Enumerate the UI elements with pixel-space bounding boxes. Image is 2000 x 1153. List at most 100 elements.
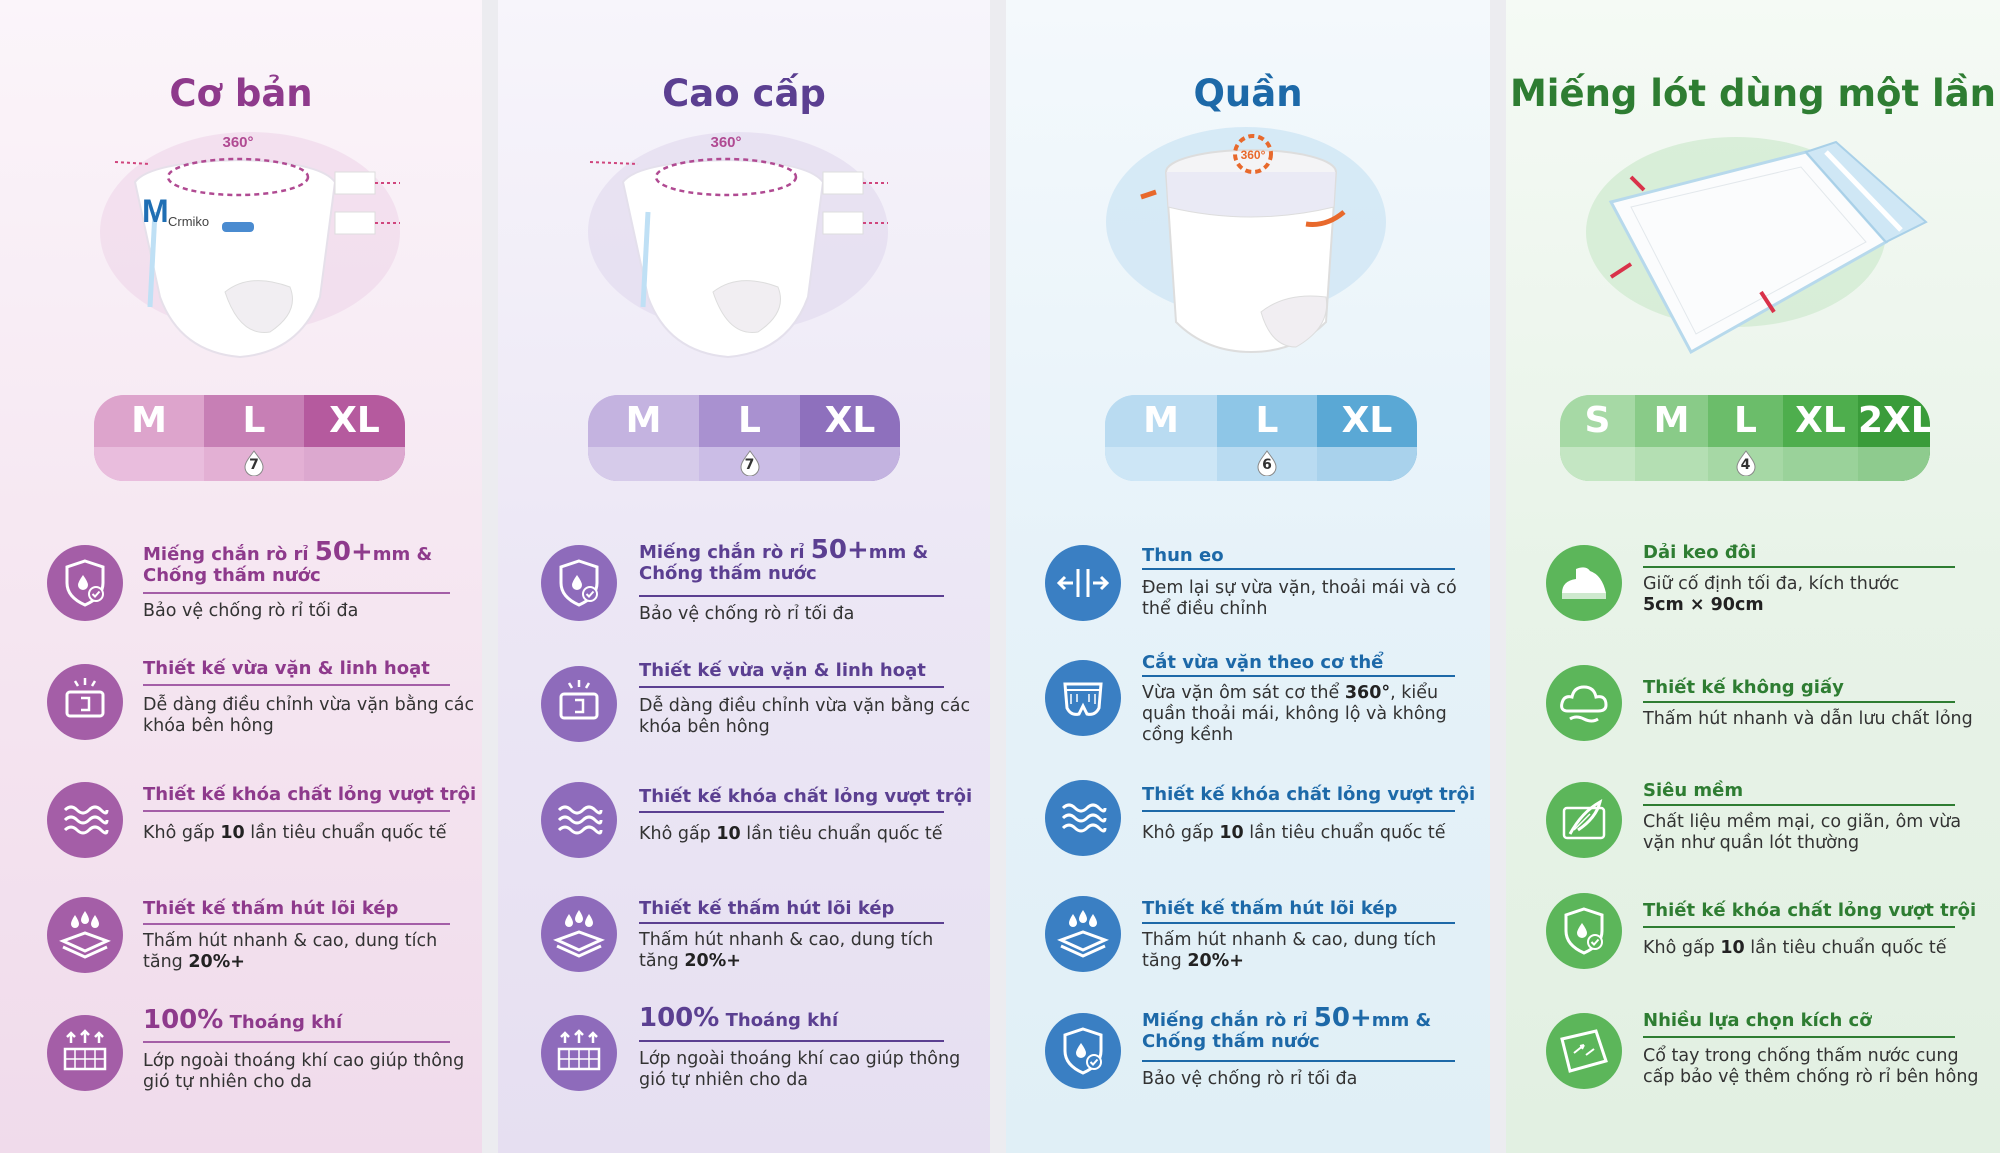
absorb-core-icon — [47, 897, 123, 973]
size-bar: M L 7 XL — [94, 395, 405, 481]
feature-title: Thiết kế không giấy — [1643, 677, 1844, 698]
feature-title: Thiết kế khóa chất lỏng vượt trội — [639, 786, 973, 807]
divider — [639, 686, 944, 688]
drop-icon: 7 — [242, 450, 266, 477]
stretch-waist-icon — [1045, 545, 1121, 621]
size-l: L 4 — [1708, 395, 1783, 481]
feature-title: Miếng chắn rò rỉ 50+mm & Chống thấm nước — [639, 535, 929, 584]
feature-title: 100% Thoáng khí — [639, 1003, 839, 1033]
panel-premium: Cao cấp 360° M L 7 XL Miếng chắn rò — [498, 0, 990, 1153]
drop-icon: 7 — [738, 450, 762, 477]
divider — [143, 592, 450, 594]
panel-disposable-pad: Miếng lót dùng một lần S M L 4 XL 2XL — [1506, 0, 2000, 1153]
brand-label: Crmiko — [168, 214, 209, 229]
feature-desc: Dễ dàng điều chỉnh vừa vặn bằng các khóa … — [639, 696, 971, 737]
feature-desc: Lớp ngoài thoáng khí cao giúp thông gió t… — [639, 1049, 961, 1090]
panel-title: Cao cấp — [662, 72, 826, 115]
divider — [639, 922, 944, 924]
feature-desc: Bảo vệ chống rò rỉ tối đa — [639, 604, 855, 624]
size-xl: XL — [1783, 395, 1858, 481]
cloud-icon — [1546, 665, 1622, 741]
pad-illustration — [1506, 112, 2000, 372]
breathable-icon — [541, 1015, 617, 1091]
drop-count: 4 — [1740, 457, 1751, 473]
feature-desc: Bảo vệ chống rò rỉ tối đa — [143, 601, 359, 621]
feature-desc: Vừa vặn ôm sát cơ thể 360°, kiểu quần tho… — [1142, 683, 1447, 745]
feature-title: Thiết kế khóa chất lỏng vượt trội — [143, 784, 477, 805]
size-2xl: 2XL — [1858, 395, 1930, 481]
divider — [1643, 926, 1955, 928]
panel-title: Miếng lót dùng một lần — [1509, 72, 1997, 115]
size-m: M — [588, 395, 699, 481]
drop-count: 7 — [744, 457, 755, 473]
feature-desc: Bảo vệ chống rò rỉ tối đa — [1142, 1069, 1358, 1089]
size-m: M — [1105, 395, 1217, 481]
feature-desc: Thấm hút nhanh & cao, dung tích tăng 20%+ — [143, 931, 438, 972]
divider — [1643, 1036, 1955, 1038]
360-label: 360° — [222, 134, 253, 151]
shield-drop-icon — [541, 545, 617, 621]
feature-desc: Khô gấp 10 lần tiêu chuẩn quốc tế — [639, 824, 943, 844]
svg-text:M: M — [142, 193, 169, 229]
waves-icon — [47, 782, 123, 858]
divider — [1142, 675, 1455, 677]
drop-icon: 6 — [1255, 450, 1279, 477]
feature-desc: Thấm hút nhanh & cao, dung tích tăng 20%+ — [1142, 930, 1437, 971]
adjust-tab-icon — [541, 666, 617, 742]
feature-desc: Lớp ngoài thoáng khí cao giúp thông gió t… — [143, 1051, 465, 1092]
feature-desc: Thấm hút nhanh và dẫn lưu chất lỏng — [1643, 709, 1973, 729]
divider — [639, 595, 944, 597]
panel-pants: Quần 360° M L 6 XL Thun eo Đem lại sự vừ — [1006, 0, 1490, 1153]
feature-desc: Cổ tay trong chống thấm nước cung cấp bảo… — [1643, 1046, 1979, 1087]
feature-title: Thiết kế vừa vặn & linh hoạt — [143, 658, 430, 679]
drop-count: 6 — [1262, 457, 1272, 473]
size-l: L 7 — [699, 395, 800, 481]
drop-icon: 4 — [1734, 450, 1758, 477]
diaper-illustration: 360° — [498, 112, 990, 372]
feature-title: Thiết kế thấm hút lõi kép — [1142, 898, 1398, 919]
shield-drop-icon — [47, 545, 123, 621]
feature-title: Thiết kế khóa chất lỏng vượt trội — [1142, 784, 1476, 805]
adhesive-strip-icon — [1546, 545, 1622, 621]
panel-title: Quần — [1193, 72, 1303, 115]
divider — [1142, 1060, 1455, 1062]
feature-desc: Thấm hút nhanh & cao, dung tích tăng 20%+ — [639, 930, 934, 971]
size-m: M — [1635, 395, 1708, 481]
size-xl: XL — [304, 395, 405, 481]
pad-size-icon — [1546, 1013, 1622, 1089]
feature-title: Thiết kế vừa vặn & linh hoạt — [639, 660, 926, 681]
shield-drop-icon — [1546, 893, 1622, 969]
feature-desc: Khô gấp 10 lần tiêu chuẩn quốc tế — [143, 823, 447, 843]
waves-icon — [541, 782, 617, 858]
divider — [1643, 804, 1955, 806]
feature-title: Miếng chắn rò rỉ 50+mm & Chống thấm nước — [1142, 1003, 1432, 1052]
size-bar: M L 6 XL — [1105, 395, 1417, 481]
size-l: L 7 — [204, 395, 304, 481]
feature-title: 100% Thoáng khí — [143, 1005, 343, 1035]
feature-title: Cắt vừa vặn theo cơ thể — [1142, 652, 1384, 673]
feature-title: Dải keo đôi — [1643, 542, 1757, 563]
feature-desc: Khô gấp 10 lần tiêu chuẩn quốc tế — [1643, 938, 1947, 958]
absorb-core-icon — [541, 896, 617, 972]
divider — [1142, 568, 1455, 570]
feature-title: Thiết kế khóa chất lỏng vượt trội — [1643, 900, 1977, 921]
feather-icon — [1546, 782, 1622, 858]
divider — [1643, 566, 1955, 568]
size-l: L 6 — [1217, 395, 1317, 481]
divider — [143, 1041, 450, 1043]
divider — [639, 1040, 944, 1042]
size-bar: M L 7 XL — [588, 395, 900, 481]
diaper-illustration: M Crmiko 360° — [0, 112, 482, 372]
feature-desc: Khô gấp 10 lần tiêu chuẩn quốc tế — [1142, 823, 1446, 843]
drop-count: 7 — [249, 457, 259, 473]
adjust-tab-icon — [47, 664, 123, 740]
size-m: M — [94, 395, 204, 481]
feature-title: Thun eo — [1142, 545, 1224, 566]
size-bar: S M L 4 XL 2XL — [1560, 395, 1930, 481]
pants-illustration: 360° — [1006, 112, 1490, 372]
shield-drop-icon — [1045, 1013, 1121, 1089]
divider — [1643, 701, 1955, 703]
divider — [143, 810, 450, 812]
feature-title: Miếng chắn rò rỉ 50+mm & Chống thấm nước — [143, 537, 433, 586]
breathable-icon — [47, 1015, 123, 1091]
